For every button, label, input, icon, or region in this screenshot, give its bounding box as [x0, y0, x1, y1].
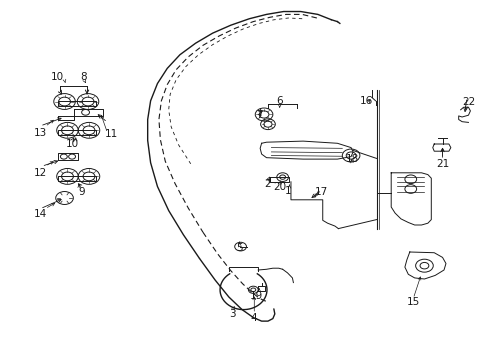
Text: 10: 10	[51, 72, 64, 82]
Text: 4: 4	[249, 312, 256, 323]
Text: 16: 16	[359, 96, 373, 106]
Text: 14: 14	[33, 209, 47, 219]
Text: 5: 5	[236, 243, 243, 253]
Text: 9: 9	[79, 186, 85, 197]
Text: 11: 11	[104, 129, 118, 139]
Text: 17: 17	[314, 186, 328, 197]
Text: 10: 10	[66, 139, 79, 149]
Text: 2: 2	[264, 179, 271, 189]
Text: 8: 8	[80, 72, 86, 82]
Text: 19: 19	[249, 291, 263, 301]
Text: 22: 22	[461, 96, 474, 107]
Text: 15: 15	[406, 297, 419, 307]
Text: 6: 6	[276, 96, 283, 106]
Text: 21: 21	[435, 159, 448, 169]
Text: 3: 3	[228, 309, 235, 319]
Text: 18: 18	[345, 154, 358, 164]
Text: 1: 1	[285, 186, 291, 196]
Text: 13: 13	[33, 128, 47, 138]
Text: 20: 20	[273, 182, 285, 192]
Text: 12: 12	[33, 168, 47, 178]
Text: 7: 7	[255, 110, 262, 120]
